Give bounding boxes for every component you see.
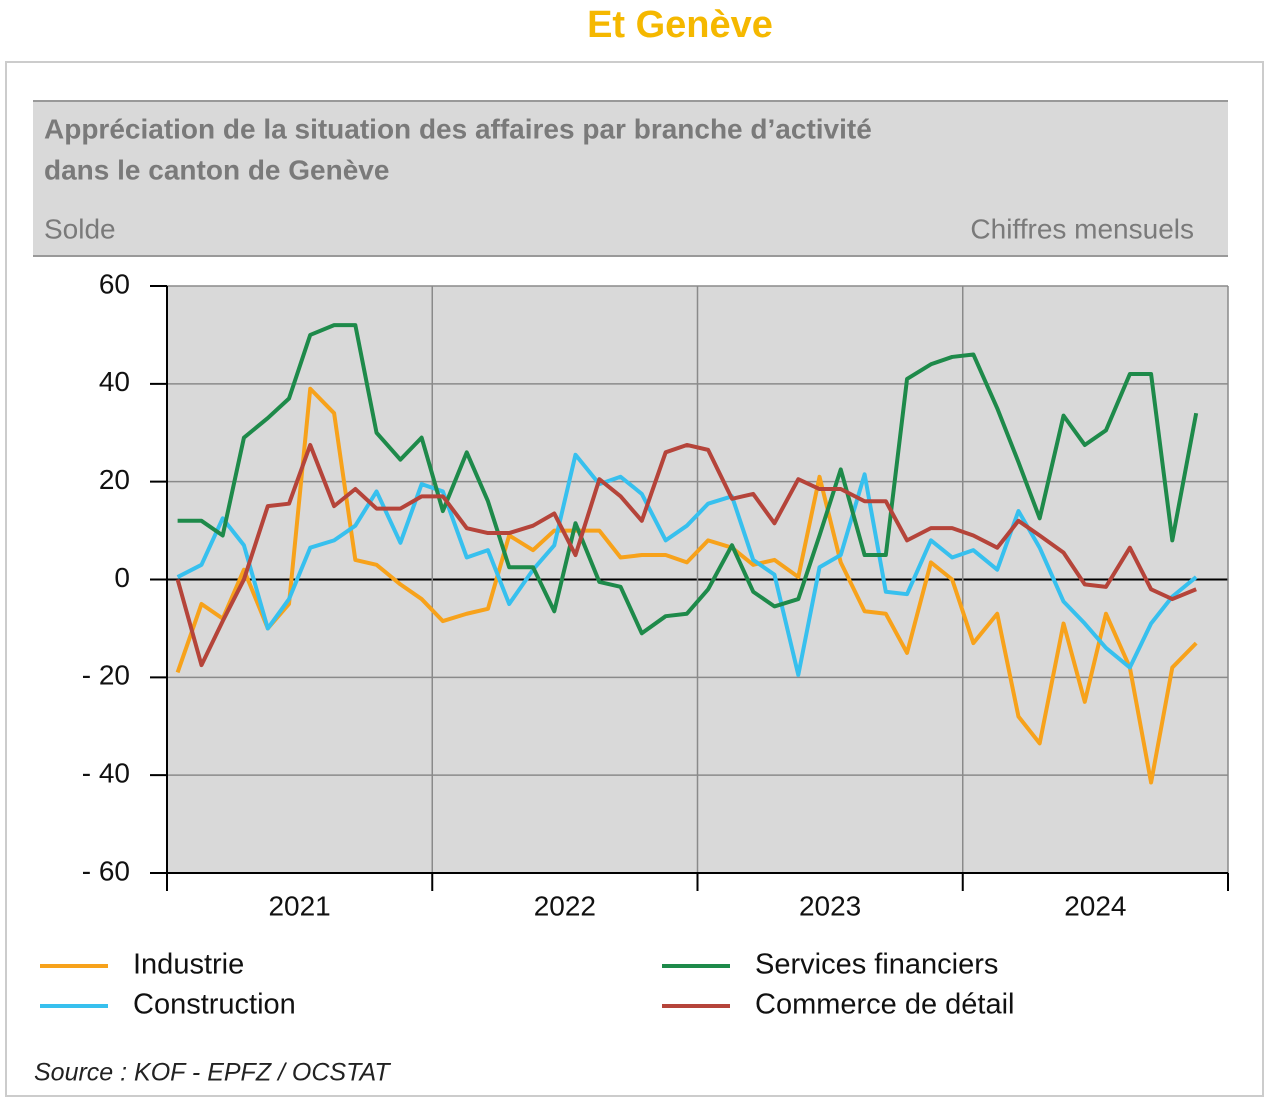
series-line xyxy=(176,452,1198,677)
legend-label: Commerce de détail xyxy=(755,989,1015,1021)
y-tick-label: 60 xyxy=(99,268,130,299)
series-line xyxy=(175,442,1197,668)
series-line xyxy=(175,386,1198,785)
x-tick-label: 2021 xyxy=(268,890,330,921)
chart-title: Appréciation de la situation des affaire… xyxy=(44,113,872,144)
y-tick-label: - 60 xyxy=(82,855,130,886)
y-tick-label: - 20 xyxy=(82,660,130,691)
x-tick-label: 2023 xyxy=(799,890,861,921)
x-tick-label: 2022 xyxy=(534,890,596,921)
y-tick-label: 40 xyxy=(99,366,130,397)
legend-label: Industrie xyxy=(133,949,244,981)
x-tick-label: 2024 xyxy=(1064,890,1126,921)
title-box xyxy=(33,101,1228,256)
page-header: Et Genève xyxy=(587,4,773,46)
y-tick-label: 20 xyxy=(99,464,130,495)
y-tick-label: 0 xyxy=(114,562,130,593)
source: Source : KOF - EPFZ / OCSTAT xyxy=(34,1059,391,1087)
legend-label: Construction xyxy=(133,989,296,1021)
y-axis-label: Solde xyxy=(44,213,116,244)
legend-label: Services financiers xyxy=(755,949,998,981)
series-line xyxy=(177,323,1199,636)
chart-title: dans le canton de Genève xyxy=(44,154,389,185)
y-tick-label: - 40 xyxy=(82,758,130,789)
subtitle: Chiffres mensuels xyxy=(970,213,1194,244)
